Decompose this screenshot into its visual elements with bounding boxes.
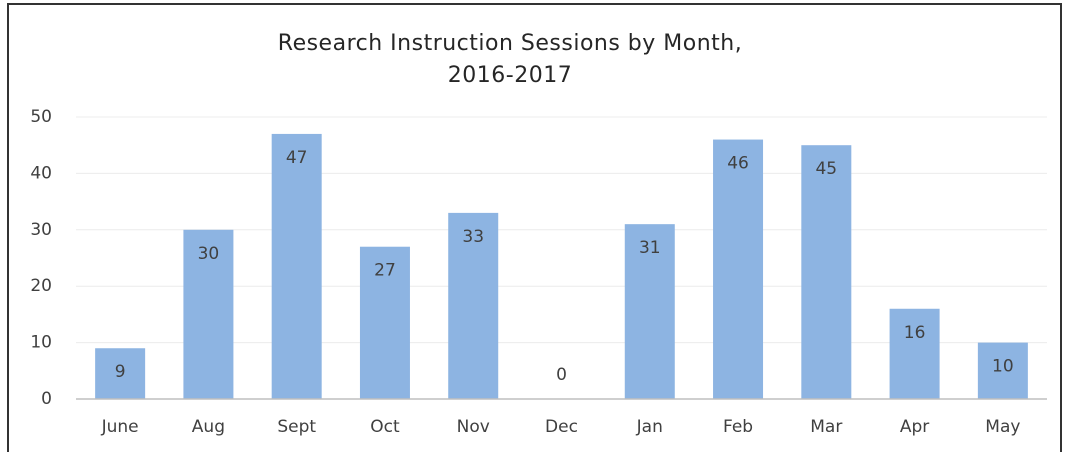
y-tick-label: 10 bbox=[30, 333, 52, 353]
x-tick-label: May bbox=[985, 417, 1020, 437]
chart-frame bbox=[7, 3, 1062, 452]
bar bbox=[801, 145, 852, 399]
bar bbox=[359, 246, 410, 399]
y-tick-label: 50 bbox=[30, 107, 52, 127]
y-tick-label: 20 bbox=[30, 276, 52, 296]
x-tick-label: Mar bbox=[810, 417, 842, 437]
y-tick-label: 0 bbox=[41, 389, 52, 409]
bar bbox=[448, 212, 499, 399]
data-label: 16 bbox=[904, 323, 926, 343]
x-tick-label: June bbox=[101, 417, 139, 437]
data-label: 46 bbox=[727, 154, 749, 174]
bar bbox=[713, 139, 764, 399]
data-label: 33 bbox=[462, 227, 484, 247]
data-label: 31 bbox=[639, 238, 661, 258]
x-tick-label: Sept bbox=[277, 417, 316, 437]
data-label: 9 bbox=[115, 362, 126, 382]
x-tick-label: Apr bbox=[900, 417, 929, 437]
data-label: 10 bbox=[992, 357, 1014, 377]
x-tick-label: Jan bbox=[636, 417, 663, 437]
data-label: 27 bbox=[374, 261, 396, 281]
bar bbox=[95, 348, 146, 399]
y-tick-label: 40 bbox=[30, 163, 52, 183]
bar bbox=[624, 224, 675, 399]
data-label: 30 bbox=[198, 244, 220, 264]
bar bbox=[889, 308, 940, 399]
data-label: 0 bbox=[556, 365, 567, 385]
chart-title: Research Instruction Sessions by Month, … bbox=[277, 31, 743, 88]
x-tick-label: Nov bbox=[457, 417, 490, 437]
x-tick-label: Feb bbox=[723, 417, 753, 437]
x-tick-label: Aug bbox=[192, 417, 225, 437]
bar bbox=[271, 133, 322, 400]
data-label: 45 bbox=[815, 159, 837, 179]
x-tick-label: Oct bbox=[370, 417, 400, 437]
bar bbox=[183, 229, 234, 399]
data-label: 47 bbox=[286, 148, 308, 168]
bar bbox=[977, 342, 1028, 399]
y-tick-label: 30 bbox=[30, 220, 52, 240]
x-tick-label: Dec bbox=[545, 417, 578, 437]
